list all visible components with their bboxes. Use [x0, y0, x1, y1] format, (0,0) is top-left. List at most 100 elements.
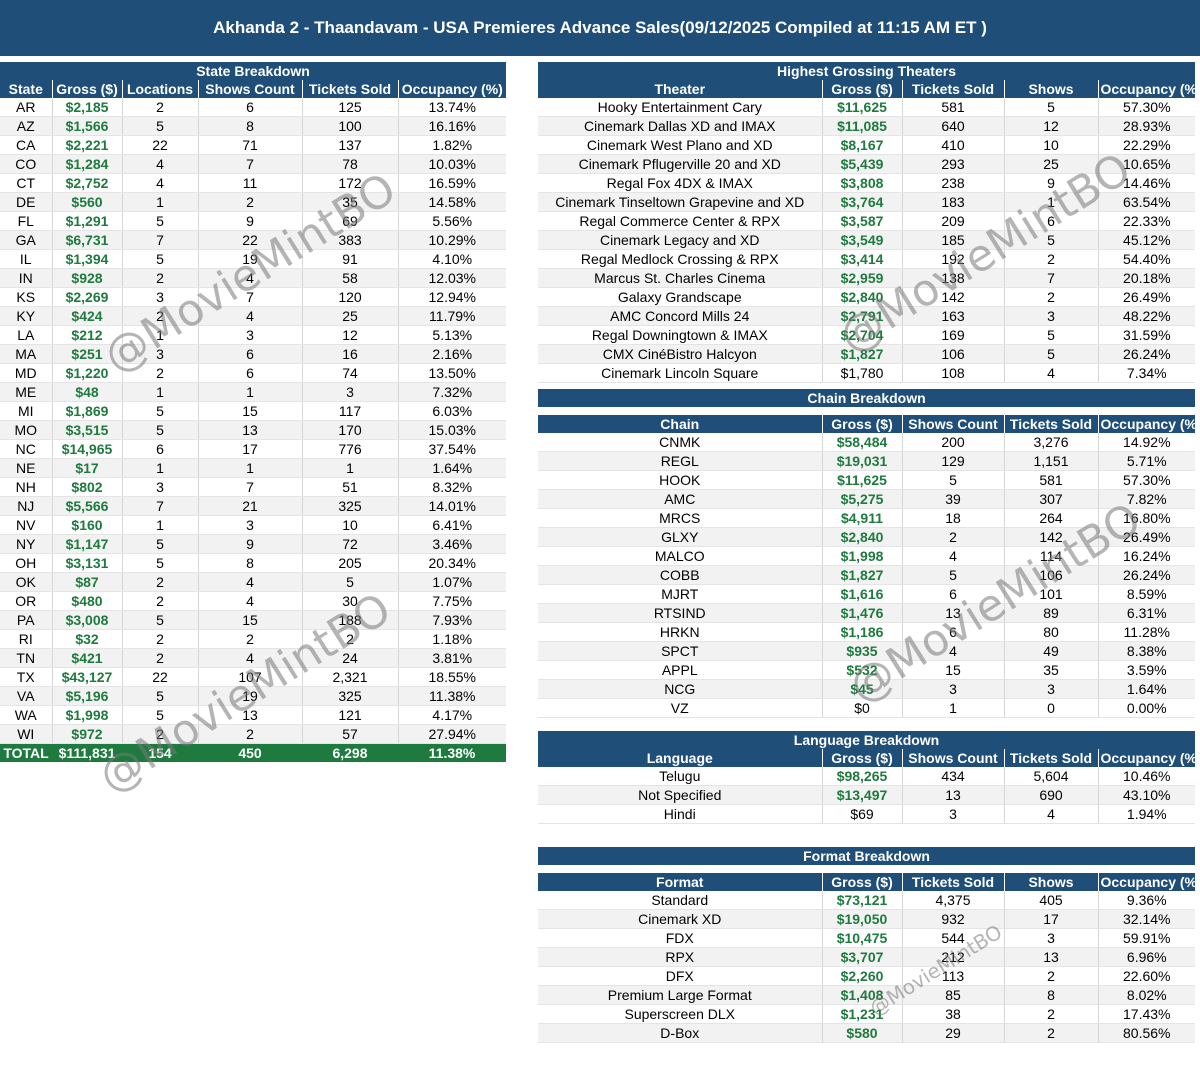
state-breakdown-title: State Breakdown	[0, 62, 507, 80]
state-cell: 35	[301, 192, 398, 212]
format-row: Superscreen DLX $1,231 38 2 17.43%	[538, 1004, 1196, 1024]
language-cell: Telugu	[538, 767, 822, 786]
state-cell: 25	[301, 306, 398, 326]
state-cell: 1.82%	[397, 135, 507, 155]
theaters-cell: Cinemark Lincoln Square	[538, 363, 822, 383]
state-cell: 3	[121, 477, 198, 497]
state-cell: $251	[51, 344, 122, 364]
format-cell: 8	[1003, 985, 1098, 1005]
state-cell: 4	[121, 154, 198, 174]
chain-cell: $11,625	[821, 470, 902, 490]
state-row: TN $421 2 4 24 3.81%	[0, 648, 507, 668]
state-cell: 74	[301, 363, 398, 383]
state-cell: 21	[197, 496, 302, 516]
state-cell: IN	[0, 268, 52, 288]
theaters-row: Cinemark Tinseltown Grapevine and XD $3,7…	[538, 192, 1196, 212]
state-cell: 10.29%	[397, 230, 507, 250]
state-cell: $43,127	[51, 667, 122, 687]
language-row: Hindi $69 3 4 1.94%	[538, 804, 1196, 824]
state-row: CO $1,284 4 7 78 10.03%	[0, 154, 507, 174]
language-cell: 434	[901, 767, 1004, 786]
language-cell: 1.94%	[1097, 804, 1196, 824]
state-cell: 6	[121, 439, 198, 459]
format-cell: Standard	[538, 891, 822, 910]
theaters-row: Cinemark Legacy and XD $3,549 185 5 45.12%	[538, 230, 1196, 250]
state-cell: 5	[121, 249, 198, 269]
theaters-cell: 54.40%	[1097, 249, 1196, 269]
theaters-cell: 183	[901, 192, 1004, 212]
state-cell: 6	[197, 98, 302, 117]
theaters-cell: Cinemark Pflugerville 20 and XD	[538, 154, 822, 174]
state-cell: 2	[121, 629, 198, 649]
state-cell: 7	[121, 230, 198, 250]
state-cell: 5	[121, 705, 198, 725]
state-total-cell: 450	[198, 743, 302, 762]
state-cell: 19	[197, 686, 302, 706]
chain-cell: CNMK	[538, 433, 822, 452]
chain-rows: CNMK $58,484 200 3,276 14.92% REGL $19,031 129 1…	[538, 433, 1196, 718]
state-cell: 8	[197, 553, 302, 573]
state-cell: 3	[301, 382, 398, 402]
language-col-header: Language	[538, 749, 822, 767]
state-cell: OR	[0, 591, 52, 611]
chain-row: REGL $19,031 129 1,151 5.71%	[538, 451, 1196, 471]
format-cell: 9.36%	[1097, 891, 1196, 910]
format-col-header: Format	[538, 873, 822, 891]
state-cell: $87	[51, 572, 122, 592]
format-row: RPX $3,707 212 13 6.96%	[538, 947, 1196, 967]
state-cell: 4	[197, 648, 302, 668]
state-cell: 5	[121, 211, 198, 231]
state-cell: $480	[51, 591, 122, 611]
theaters-cell: 48.22%	[1097, 306, 1196, 326]
format-cell: 38	[901, 1004, 1004, 1024]
chain-cell: $2,840	[821, 527, 902, 547]
state-row: CA $2,221 22 71 137 1.82%	[0, 135, 507, 155]
state-cell: 5	[121, 610, 198, 630]
state-cell: 14.01%	[397, 496, 507, 516]
chain-cell: 200	[901, 433, 1004, 452]
state-row: KY $424 2 4 25 11.79%	[0, 306, 507, 326]
format-cell: 2	[1003, 1023, 1098, 1043]
state-cell: WA	[0, 705, 52, 725]
chain-cell: MRCS	[538, 508, 822, 528]
state-cell: 7.32%	[397, 382, 507, 402]
state-row: RI $32 2 2 2 1.18%	[0, 629, 507, 649]
state-cell: AZ	[0, 116, 52, 136]
state-cell: 5	[121, 686, 198, 706]
chain-cell: 3.59%	[1097, 660, 1196, 680]
theaters-cell: 63.54%	[1097, 192, 1196, 212]
chain-row: APPL $532 15 35 3.59%	[538, 660, 1196, 680]
theaters-cell: Cinemark West Plano and XD	[538, 135, 822, 155]
chain-cell: 3,276	[1003, 433, 1098, 452]
state-cell: 2	[301, 629, 398, 649]
chain-cell: 5.71%	[1097, 451, 1196, 471]
state-cell: $2,221	[51, 135, 122, 155]
state-cell: 5	[121, 553, 198, 573]
state-row: AR $2,185 2 6 125 13.74%	[0, 98, 507, 117]
state-cell: $1,291	[51, 211, 122, 231]
format-breakdown-table: Format Breakdown Format Gross ($) Tickets …	[538, 847, 1196, 1043]
format-cell: $10,475	[821, 928, 902, 948]
format-row: Standard $73,121 4,375 405 9.36%	[538, 891, 1196, 910]
state-cell: 11.79%	[397, 306, 507, 326]
format-cell: 4,375	[901, 891, 1004, 910]
chain-row: HRKN $1,186 6 80 11.28%	[538, 622, 1196, 642]
state-cell: 3	[197, 515, 302, 535]
format-col-header: Shows	[1003, 873, 1098, 891]
chain-cell: $1,476	[821, 603, 902, 623]
state-cell: 325	[301, 496, 398, 516]
language-cell: Hindi	[538, 804, 822, 824]
state-col-header: Locations	[121, 80, 198, 98]
theaters-cell: 106	[901, 344, 1004, 364]
state-cell: $3,008	[51, 610, 122, 630]
theaters-cell: 185	[901, 230, 1004, 250]
state-cell: 1	[301, 458, 398, 478]
chain-row: MRCS $4,911 18 264 16.80%	[538, 508, 1196, 528]
theaters-col-header: Theater	[538, 80, 822, 98]
theaters-row: Cinemark Lincoln Square $1,780 108 4 7.34%	[538, 363, 1196, 383]
state-cell: 7	[121, 496, 198, 516]
state-cell: NC	[0, 439, 52, 459]
language-rows: Telugu $98,265 434 5,604 10.46% Not Specified…	[538, 767, 1196, 824]
language-row: Not Specified $13,497 13 690 43.10%	[538, 785, 1196, 805]
state-cell: 37.54%	[397, 439, 507, 459]
